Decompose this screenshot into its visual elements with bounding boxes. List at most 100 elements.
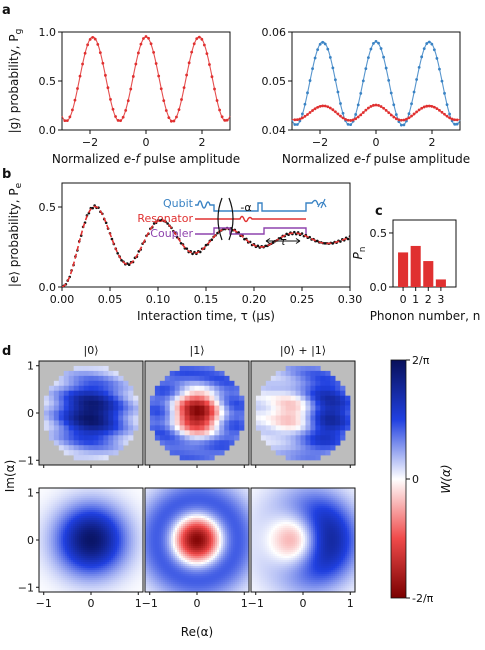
pixel [137,510,140,513]
pixel [57,534,60,537]
pixel [131,528,134,531]
pixel [153,520,156,523]
pixel [191,490,194,493]
data-point-red [293,118,297,122]
pixel [173,490,176,493]
pixel [133,590,136,593]
pixel [51,496,54,499]
pixel [93,574,96,577]
pixel [81,502,84,505]
pixel [147,524,150,527]
pixel [175,566,178,569]
pixel [108,400,114,406]
pixel [129,498,132,501]
pixel [55,528,58,531]
data-point-blue [361,79,365,83]
pixel [141,542,144,545]
pixel [47,548,50,551]
pixel [119,538,122,541]
pixel [107,536,110,539]
pixel [141,510,144,513]
pixel [131,520,134,523]
data-point-red [366,106,370,110]
pixel [81,496,84,499]
pixel [189,518,192,521]
pixel [91,568,94,571]
pixel [77,536,80,539]
pixel [113,508,116,511]
pixel [41,548,44,551]
pixel [83,380,89,387]
pixel [71,526,74,529]
pixel [157,586,160,589]
pixel [77,488,80,491]
pixel [61,590,64,593]
pixel [145,572,148,575]
pixel [93,518,96,521]
pixel [107,502,110,505]
pixel [113,530,116,533]
pixel [153,566,156,569]
pixel [63,522,66,525]
data-point-red [175,115,178,119]
pixel [97,536,100,539]
pixel [69,576,72,579]
pixel [77,518,80,521]
pixel [163,506,166,509]
pixel [147,512,150,515]
pixel [117,586,120,589]
pixel [67,562,70,565]
pixel [103,365,109,372]
pixel [115,586,118,589]
pixel [177,528,180,531]
pixel [97,518,100,521]
pixel [53,508,56,511]
pixel [75,502,78,505]
pixel [58,410,65,416]
pixel [119,516,122,519]
pixel [183,574,186,577]
pixel [149,526,152,529]
pixel [41,532,44,535]
pixel [147,576,150,579]
pixel [145,530,148,533]
pixel [67,528,70,531]
pixel [63,405,70,411]
pixel [87,586,90,589]
data-point-red [111,107,115,111]
pixel [141,566,144,569]
pixel [139,560,142,563]
pixel [179,574,182,577]
pixel [89,548,92,551]
pixel [187,558,190,561]
pixel [163,580,166,583]
pixel [127,520,130,523]
pixel [189,522,192,525]
pixel [67,574,70,577]
pixel [183,526,186,529]
pixel [99,528,102,531]
data-point-blue [349,123,353,127]
pixel [109,522,112,525]
pixel [63,530,66,533]
pixel [125,544,128,547]
pixel [55,574,58,577]
pixel [179,498,182,501]
pixel [71,514,74,517]
pixel [71,502,74,505]
pixel [61,506,64,509]
pixel [133,420,139,426]
pixel [61,572,64,575]
pixel [111,564,114,567]
pixel [167,510,170,513]
data-point-blue [382,55,386,59]
pixel [51,552,54,555]
pixel [43,564,46,567]
pixel [121,578,124,581]
pixel [163,548,166,551]
pixel [93,455,99,461]
pixel [159,506,162,509]
pixel [133,534,136,537]
pixel [67,560,70,563]
pixel [65,576,68,579]
